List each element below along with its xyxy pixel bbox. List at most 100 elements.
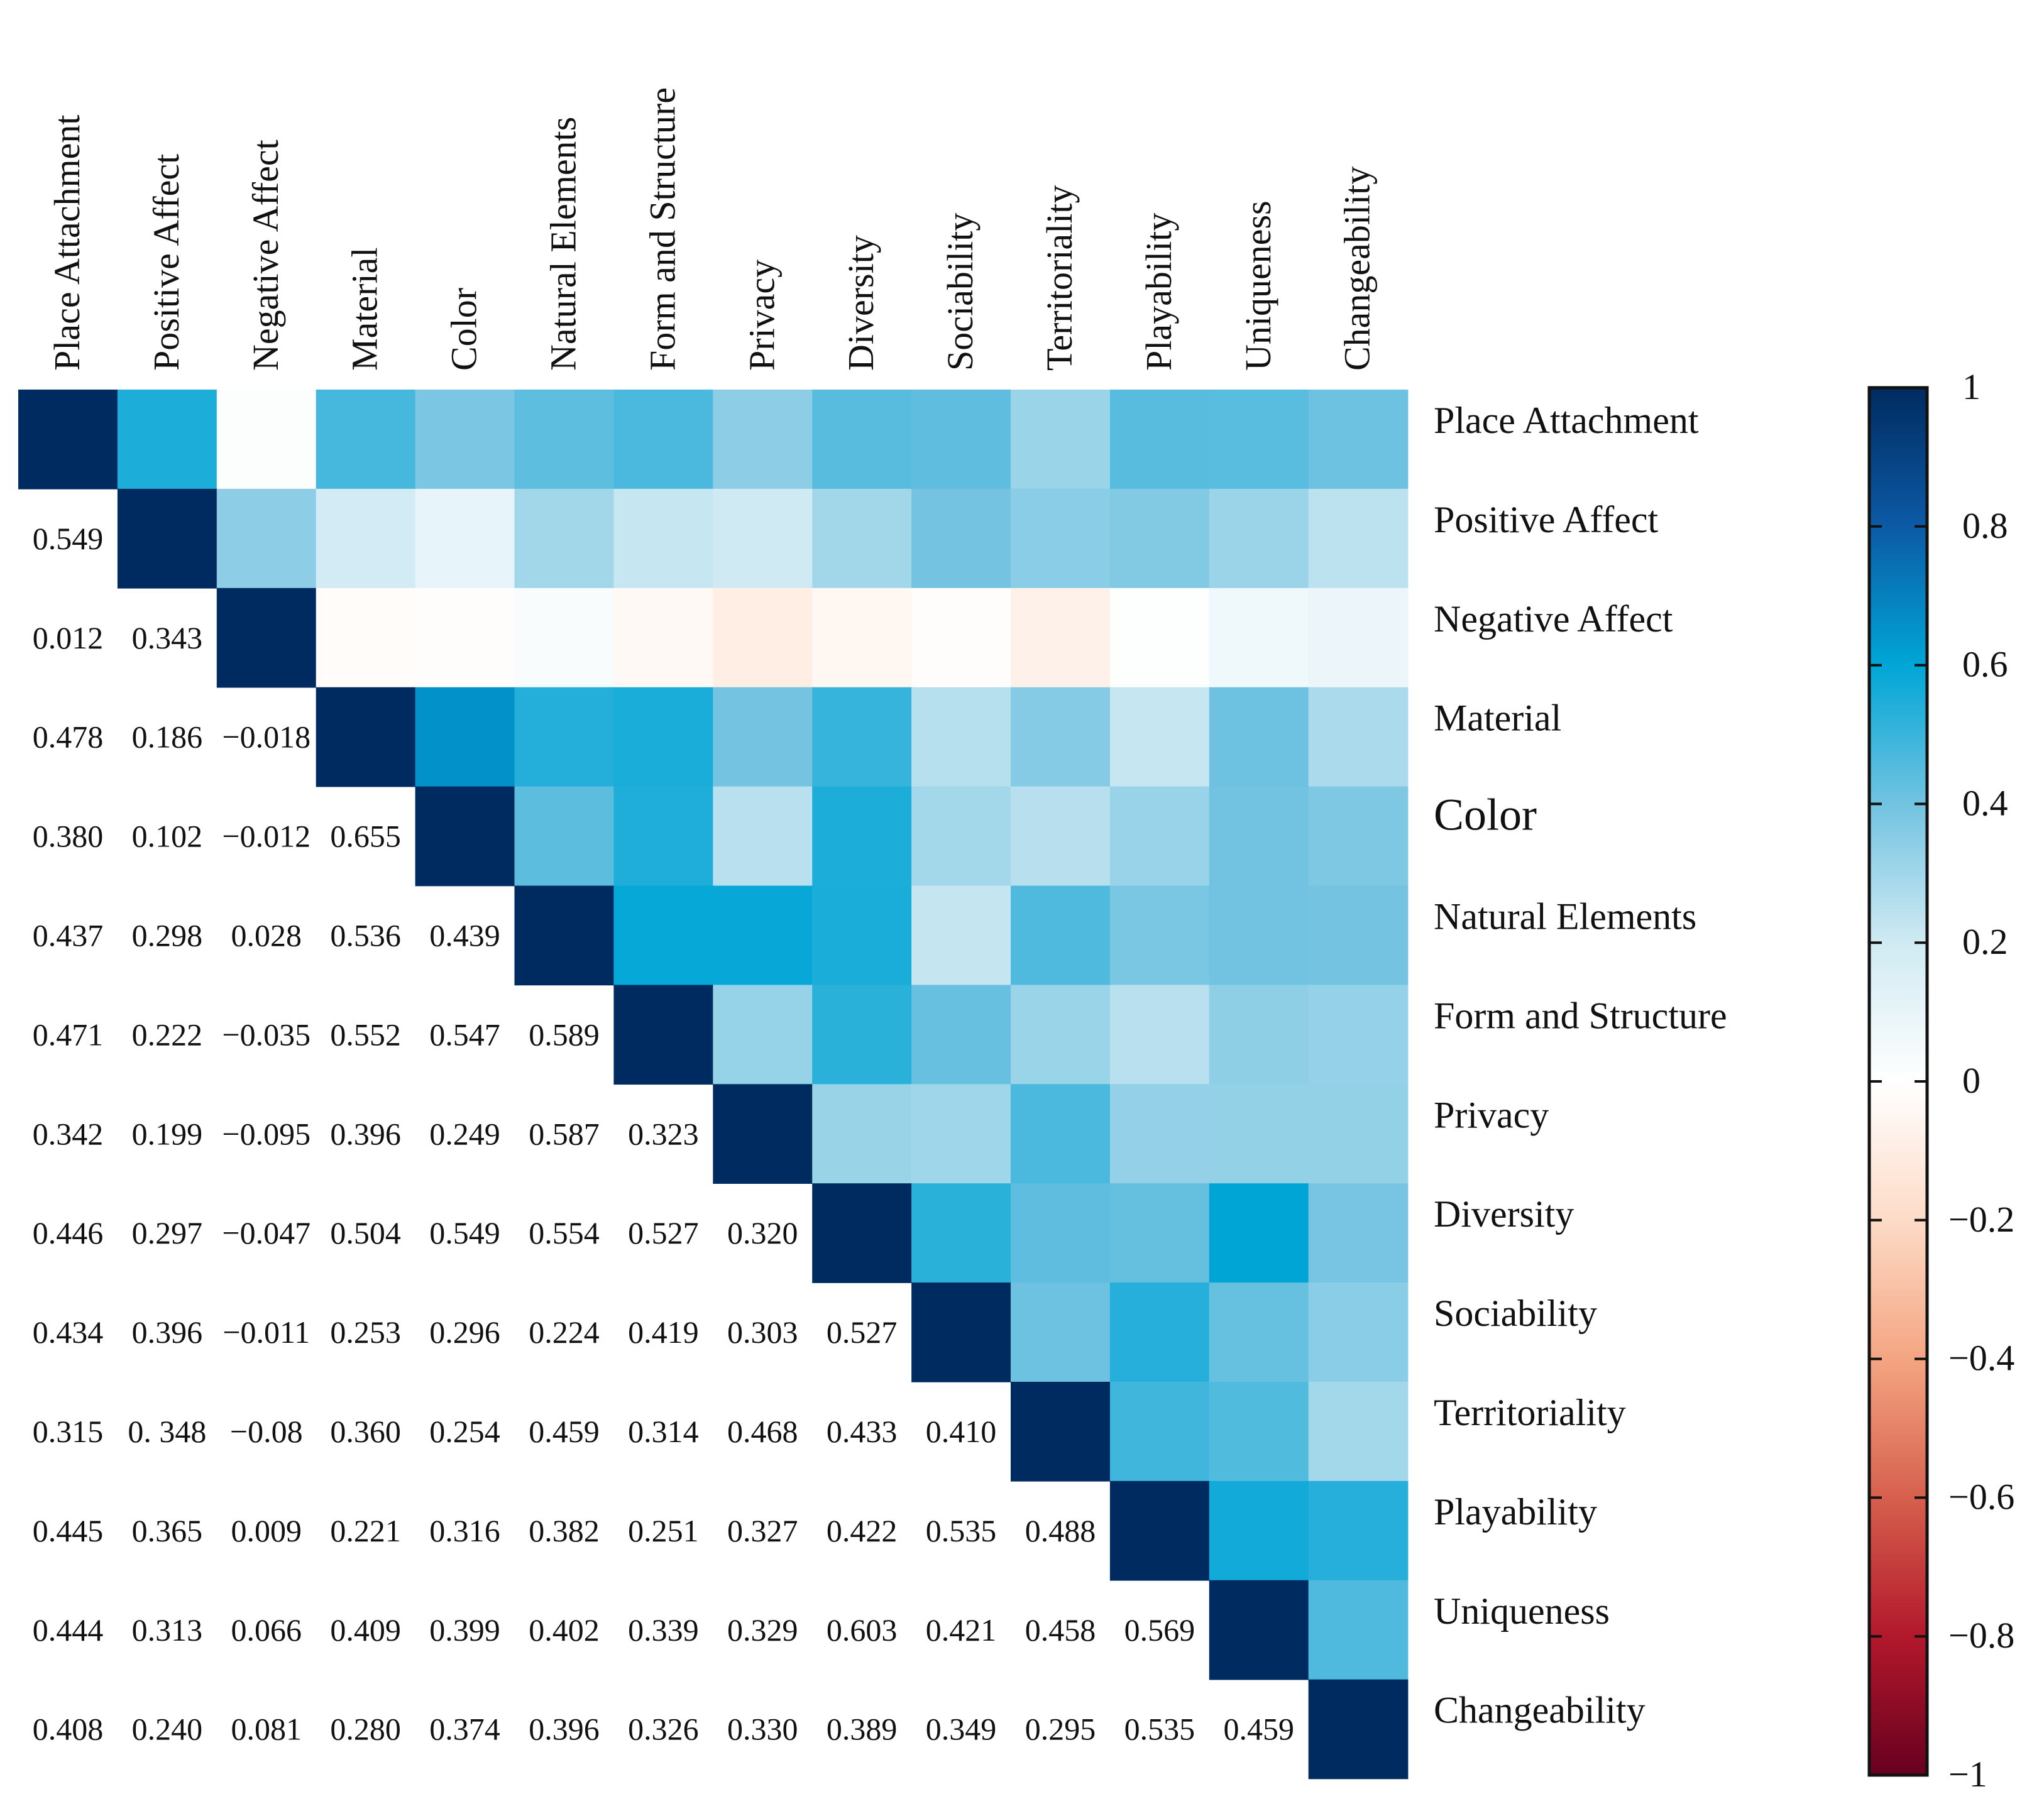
row-label: Changeability [1434, 1690, 1646, 1731]
cell-value-label: 0.549 [33, 521, 104, 556]
heatmap-cell [613, 588, 714, 688]
heatmap-cell [1209, 1480, 1309, 1581]
heatmap-cell [1209, 786, 1309, 887]
heatmap-cell [1308, 390, 1409, 489]
heatmap-cell [713, 885, 813, 986]
cell-value-label: 0.349 [926, 1712, 997, 1747]
cell-value-label: 0.224 [529, 1315, 600, 1350]
cell-value-label: 0.009 [231, 1513, 302, 1548]
colorbar-tick-label: −0.8 [1948, 1615, 2014, 1656]
column-label: Positive Affect [146, 154, 187, 371]
cell-value-label: −0.095 [222, 1116, 310, 1151]
cell-value-label: 0.343 [132, 620, 203, 655]
heatmap-cell [1109, 985, 1210, 1085]
cell-value-label: 0.316 [429, 1513, 500, 1548]
cell-value-label: −0.011 [223, 1315, 310, 1350]
heatmap-cell [1109, 1382, 1210, 1482]
heatmap-cell [316, 488, 416, 589]
cell-value-label: 0.444 [33, 1612, 104, 1648]
cell-value-label: 0.374 [429, 1712, 500, 1747]
heatmap-cell [1209, 1084, 1309, 1184]
heatmap-cell [1209, 885, 1309, 986]
heatmap-cell [613, 885, 714, 986]
diagonal-cell [1109, 1480, 1210, 1581]
heatmap-cell [713, 786, 813, 887]
heatmap-cell [1308, 588, 1409, 688]
column-label: Changeability [1337, 167, 1378, 371]
heatmap-cell [713, 687, 813, 787]
cell-value-label: 0.313 [132, 1612, 203, 1648]
heatmap-cell [713, 488, 813, 589]
heatmap-cell [1308, 488, 1409, 589]
cell-value-label: 0.402 [529, 1612, 600, 1648]
diagonal-cell [713, 1084, 813, 1184]
column-label: Color [444, 288, 485, 371]
heatmap-cell [415, 687, 515, 787]
heatmap-cell [514, 687, 615, 787]
cell-value-label: 0.433 [827, 1414, 898, 1449]
heatmap-cell [1209, 1382, 1309, 1482]
row-label: Playability [1434, 1491, 1597, 1533]
cell-value-label: 0.314 [628, 1414, 699, 1449]
heatmap-cell [1011, 1282, 1111, 1382]
heatmap-cell [415, 488, 515, 589]
heatmap-cell [1209, 390, 1309, 489]
heatmap-cell [1308, 1480, 1409, 1581]
heatmap-cell [1011, 885, 1111, 986]
heatmap-cell [1308, 1282, 1409, 1382]
heatmap-cell [1209, 1183, 1309, 1283]
column-label: Sociability [940, 213, 981, 371]
cell-value-label: 0.554 [529, 1215, 600, 1250]
colorbar-tick-label: 1 [1962, 366, 1981, 407]
heatmap-cell [911, 985, 1011, 1085]
column-label: Natural Elements [542, 117, 583, 371]
heatmap-cell [1209, 588, 1309, 688]
cell-value-labels: 0.549 0.012 0.343 0.478 0.186 −0.018 0.380 0.10… [33, 521, 1294, 1747]
heatmap-cell [216, 488, 317, 589]
cell-value-label: 0.434 [33, 1315, 104, 1350]
cell-value-label: 0.587 [529, 1116, 600, 1151]
heatmap-cell [1011, 1183, 1111, 1283]
heatmap-cell [1011, 687, 1111, 787]
cell-value-label: 0.458 [1025, 1612, 1096, 1648]
colorbar-tick-label: 0 [1962, 1060, 1981, 1101]
heatmap-cell [1308, 985, 1409, 1085]
cell-value-label: 0.298 [132, 917, 203, 953]
cell-value-label: 0.330 [727, 1712, 798, 1747]
cell-value-label: 0.028 [231, 917, 302, 953]
cell-value-label: 0.409 [330, 1612, 401, 1648]
column-label: Negative Affect [245, 139, 286, 371]
diagonal-cell [1308, 1679, 1409, 1780]
column-label: Material [344, 248, 385, 371]
cell-value-label: 0.445 [33, 1513, 104, 1548]
heatmap-cell [812, 588, 912, 688]
heatmap-cell [316, 588, 416, 688]
diagonal-cell [613, 985, 714, 1085]
cell-value-label: 0.303 [727, 1315, 798, 1350]
cell-value-label: 0.251 [628, 1513, 699, 1548]
row-label: Natural Elements [1434, 895, 1696, 937]
cell-value-label: 0.439 [429, 917, 500, 953]
heatmap-cell [1011, 488, 1111, 589]
row-label: Place Attachment [1434, 400, 1699, 441]
diagonal-cell [812, 1183, 912, 1283]
heatmap-cell [1011, 588, 1111, 688]
heatmap-cell [713, 588, 813, 688]
cell-value-label: 0.297 [132, 1215, 203, 1250]
cell-value-label: 0.468 [727, 1414, 798, 1449]
diagonal-cell [117, 488, 217, 589]
heatmap-cells [18, 390, 1409, 1780]
cell-value-label: 0.471 [33, 1017, 104, 1052]
cell-value-label: 0.365 [132, 1513, 203, 1548]
heatmap-cell [514, 588, 615, 688]
row-label: Privacy [1434, 1094, 1549, 1135]
cell-value-label: 0.527 [827, 1315, 898, 1350]
heatmap-cell [911, 687, 1011, 787]
heatmap-cell [1308, 885, 1409, 986]
cell-value-label: 0.459 [1224, 1712, 1295, 1747]
cell-value-label: 0.536 [330, 917, 401, 953]
heatmap-cell [1109, 488, 1210, 589]
heatmap-cell [1308, 1084, 1409, 1184]
heatmap-cell [1109, 1183, 1210, 1283]
